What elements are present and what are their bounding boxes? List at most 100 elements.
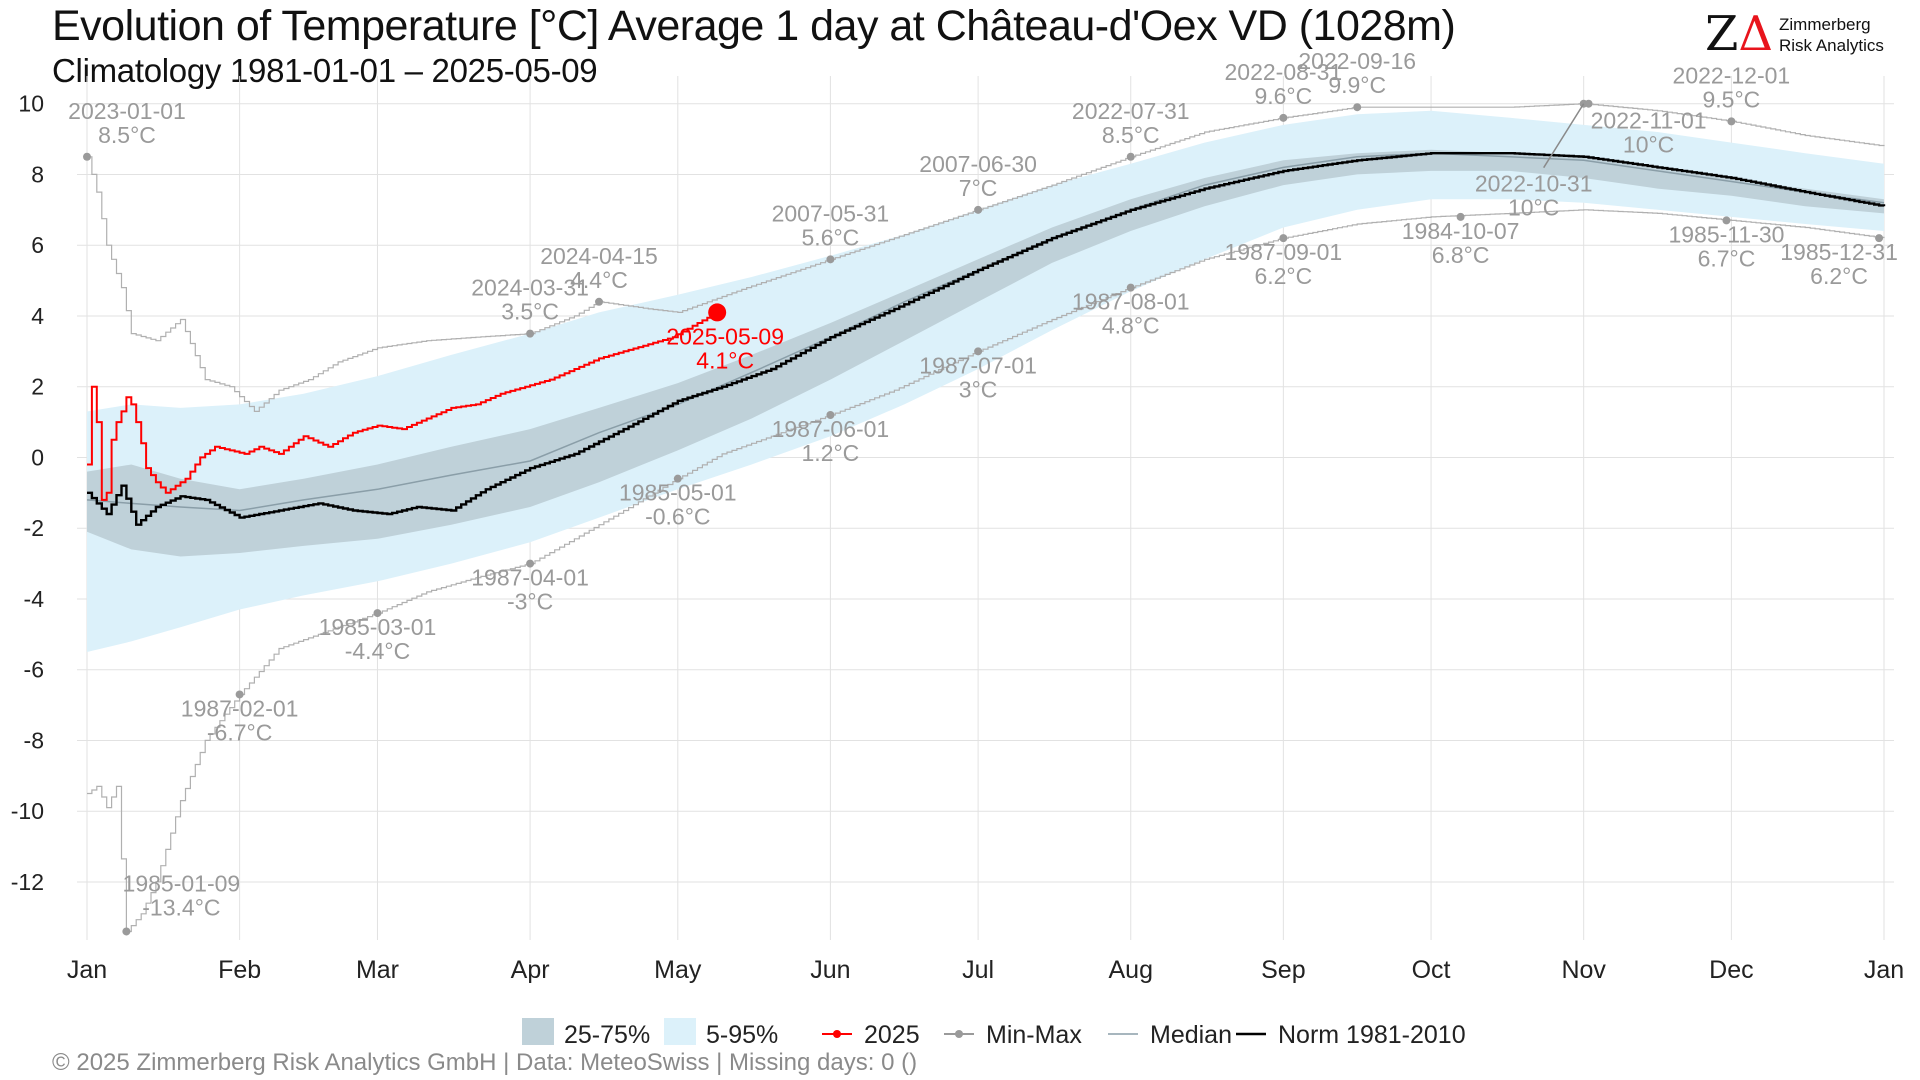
y-tick-label: -8 <box>24 727 44 753</box>
legend-label: Median <box>1150 1021 1232 1045</box>
logo-line-2: Risk Analytics <box>1779 36 1884 55</box>
annotation-date-label: 2024-04-15 <box>540 243 658 269</box>
series-norm-line <box>87 152 1886 526</box>
y-tick-label: 4 <box>31 303 44 329</box>
y-tick-label: -12 <box>11 869 44 895</box>
legend-swatch <box>522 1018 554 1045</box>
legend-label: 2025 <box>864 1021 920 1045</box>
extreme-marker <box>673 474 682 483</box>
series-median-line <box>86 152 1885 512</box>
logo-line-1: Zimmerberg <box>1779 15 1871 34</box>
annotation-value-label: 10°C <box>1623 132 1674 158</box>
x-tick-label: Apr <box>511 956 550 984</box>
band-25-75 <box>87 149 1884 557</box>
company-logo: ZΔ Zimmerberg Risk Analytics <box>1705 8 1910 60</box>
y-tick-label: 6 <box>31 232 44 258</box>
extreme-marker <box>373 609 382 618</box>
y-tick-label: -10 <box>11 798 44 824</box>
extreme-marker <box>1727 117 1736 126</box>
legend-swatch-dot <box>955 1030 963 1038</box>
annotation-value-label: 4.8°C <box>1102 313 1160 339</box>
x-tick-label: Mar <box>356 956 399 984</box>
legend-label: Norm 1981-2010 <box>1278 1021 1466 1045</box>
annotation-date-label: 1987-08-01 <box>1072 289 1190 315</box>
annotation-date-label: 1987-02-01 <box>181 695 299 721</box>
annotation-value-label: -4.4°C <box>345 638 410 664</box>
annotation-date-label: 1985-03-01 <box>319 614 437 640</box>
legend-label: 25-75% <box>564 1021 650 1045</box>
annotation-value-label: -0.6°C <box>645 504 710 530</box>
extreme-marker <box>1584 99 1593 108</box>
x-tick-label: Dec <box>1709 956 1753 984</box>
x-tick-label: Jan <box>67 956 107 984</box>
y-tick-label: 2 <box>31 374 44 400</box>
annotation-date-label: 1984-10-07 <box>1402 218 1520 244</box>
annotation-value-label: 6.2°C <box>1254 263 1312 289</box>
x-tick-label: Feb <box>218 956 261 984</box>
extreme-marker <box>1353 103 1362 112</box>
extreme-marker <box>1456 212 1465 221</box>
extreme-marker <box>235 690 244 699</box>
annotation-value-label: -13.4°C <box>142 894 220 920</box>
annotation-value-label: 9.5°C <box>1702 86 1760 112</box>
x-tick-label: Jun <box>810 956 850 984</box>
extreme-marker <box>826 255 835 264</box>
footer-credits: © 2025 Zimmerberg Risk Analytics GmbH | … <box>52 1049 918 1076</box>
legend-swatch <box>664 1018 696 1045</box>
annotation-date-label: 2022-09-16 <box>1298 48 1416 74</box>
annotation-date-label: 2022-12-01 <box>1673 62 1791 88</box>
extreme-marker <box>595 297 604 306</box>
extreme-marker <box>974 347 983 356</box>
annotation-value-label: 6.2°C <box>1810 263 1868 289</box>
annotation-value-label: 6.7°C <box>1698 245 1756 271</box>
extreme-marker <box>1279 234 1288 243</box>
x-tick-label: Oct <box>1412 956 1451 984</box>
annotation-date-label: 2022-07-31 <box>1072 98 1190 124</box>
annotation-leader <box>1543 103 1585 169</box>
annotation-value-label: 1.2°C <box>802 440 860 466</box>
extreme-marker <box>1875 234 1884 243</box>
logo-mark: ZΔ <box>1705 6 1774 62</box>
y-tick-label: 8 <box>31 161 44 187</box>
annotation-value-label: 6.8°C <box>1432 242 1490 268</box>
annotation-value-label: -6.7°C <box>207 719 272 745</box>
x-tick-label: Jan <box>1864 956 1904 984</box>
annotation-date-label: 1985-11-30 <box>1668 221 1784 247</box>
annotation-date-label: 1985-01-09 <box>123 870 241 896</box>
annotation-value-label: 8.5°C <box>1102 122 1160 148</box>
annotation-value-label: 9.6°C <box>1254 83 1312 109</box>
annotation-value-label: 7°C <box>959 175 998 201</box>
extreme-marker <box>526 559 535 568</box>
temperature-chart: 10 8 6 4 2 0 -2 -4 -6 -8 -10 -12 Jan Feb Mar Apr May Jun J… <box>11 48 1904 1045</box>
annotation-date-label: 2022-10-31 <box>1475 171 1593 197</box>
legend-swatch-dot <box>833 1030 841 1038</box>
current-date-label: 2025-05-09 <box>666 323 784 349</box>
extreme-marker <box>826 410 835 419</box>
annotation-date-label: 1985-05-01 <box>619 480 737 506</box>
annotation-date-label: 1987-07-01 <box>919 352 1037 378</box>
series-2025-line <box>87 312 719 501</box>
annotation-date-label: 2024-03-31 <box>471 275 589 301</box>
annotation-date-label: 1987-04-01 <box>471 565 589 591</box>
y-tick-label: -6 <box>24 657 44 683</box>
chart-subtitle: Climatology 1981-01-01 – 2025-05-09 <box>52 52 598 89</box>
annotation-value-label: -3°C <box>507 589 553 615</box>
annotation-date-label: 1987-09-01 <box>1225 239 1343 265</box>
extreme-marker <box>526 329 535 338</box>
extreme-marker <box>122 927 131 936</box>
annotation-date-label: 2022-08-31 <box>1225 59 1343 85</box>
series-max-line <box>87 103 1885 412</box>
series-min-line <box>87 209 1885 933</box>
x-tick-label: May <box>654 956 702 984</box>
annotation-date-label: 2007-05-31 <box>772 200 890 226</box>
annotation-value-label: 3.5°C <box>501 299 559 325</box>
annotation-value-label: 10°C <box>1508 195 1559 221</box>
annotation-date-label: 1985-12-31 <box>1780 239 1898 265</box>
extreme-marker <box>1279 113 1288 122</box>
extreme-marker <box>1126 152 1135 161</box>
band-5-95 <box>87 110 1884 653</box>
annotation-date-label: 2023-01-01 <box>68 98 186 124</box>
extreme-marker <box>1126 283 1135 292</box>
annotation-value-label: 3°C <box>959 376 998 402</box>
legend-label: Min-Max <box>986 1021 1082 1045</box>
